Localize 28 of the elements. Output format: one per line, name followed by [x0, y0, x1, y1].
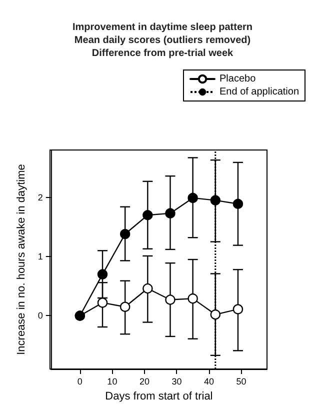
- y-axis-title: Increase in no. hours awake in daytime: [16, 164, 28, 355]
- point: [120, 302, 130, 312]
- x-tick-label: 40: [204, 376, 214, 386]
- point: [188, 192, 198, 204]
- x-tick-label: 50: [236, 376, 246, 386]
- point: [232, 304, 244, 314]
- y-tick-label: 0: [38, 310, 43, 321]
- x-axis-title: Days from start of trial: [105, 390, 213, 402]
- point: [165, 294, 176, 305]
- point: [97, 269, 108, 280]
- x-tick-label: 20: [139, 376, 150, 386]
- x-tick-label: 30: [172, 376, 182, 386]
- x-tick-label: 10: [107, 376, 118, 386]
- point: [142, 283, 153, 294]
- point: [188, 293, 198, 304]
- x-tick-label: 0: [77, 376, 82, 386]
- y-tick-label: 2: [38, 192, 43, 202]
- point: [97, 298, 108, 308]
- point: [142, 210, 153, 220]
- point: [120, 228, 130, 240]
- chart-title: Improvement in daytime sleep pattern Mean daily scores (outliers removed) Difference from pre-trial week: [72, 22, 253, 59]
- point: [232, 198, 244, 209]
- point: [210, 195, 220, 206]
- point: [165, 208, 176, 218]
- y-tick-label: 1: [38, 252, 43, 262]
- legend-label: Placebo: [220, 74, 256, 84]
- legend-label: End of application: [220, 86, 300, 98]
- point: [210, 309, 220, 320]
